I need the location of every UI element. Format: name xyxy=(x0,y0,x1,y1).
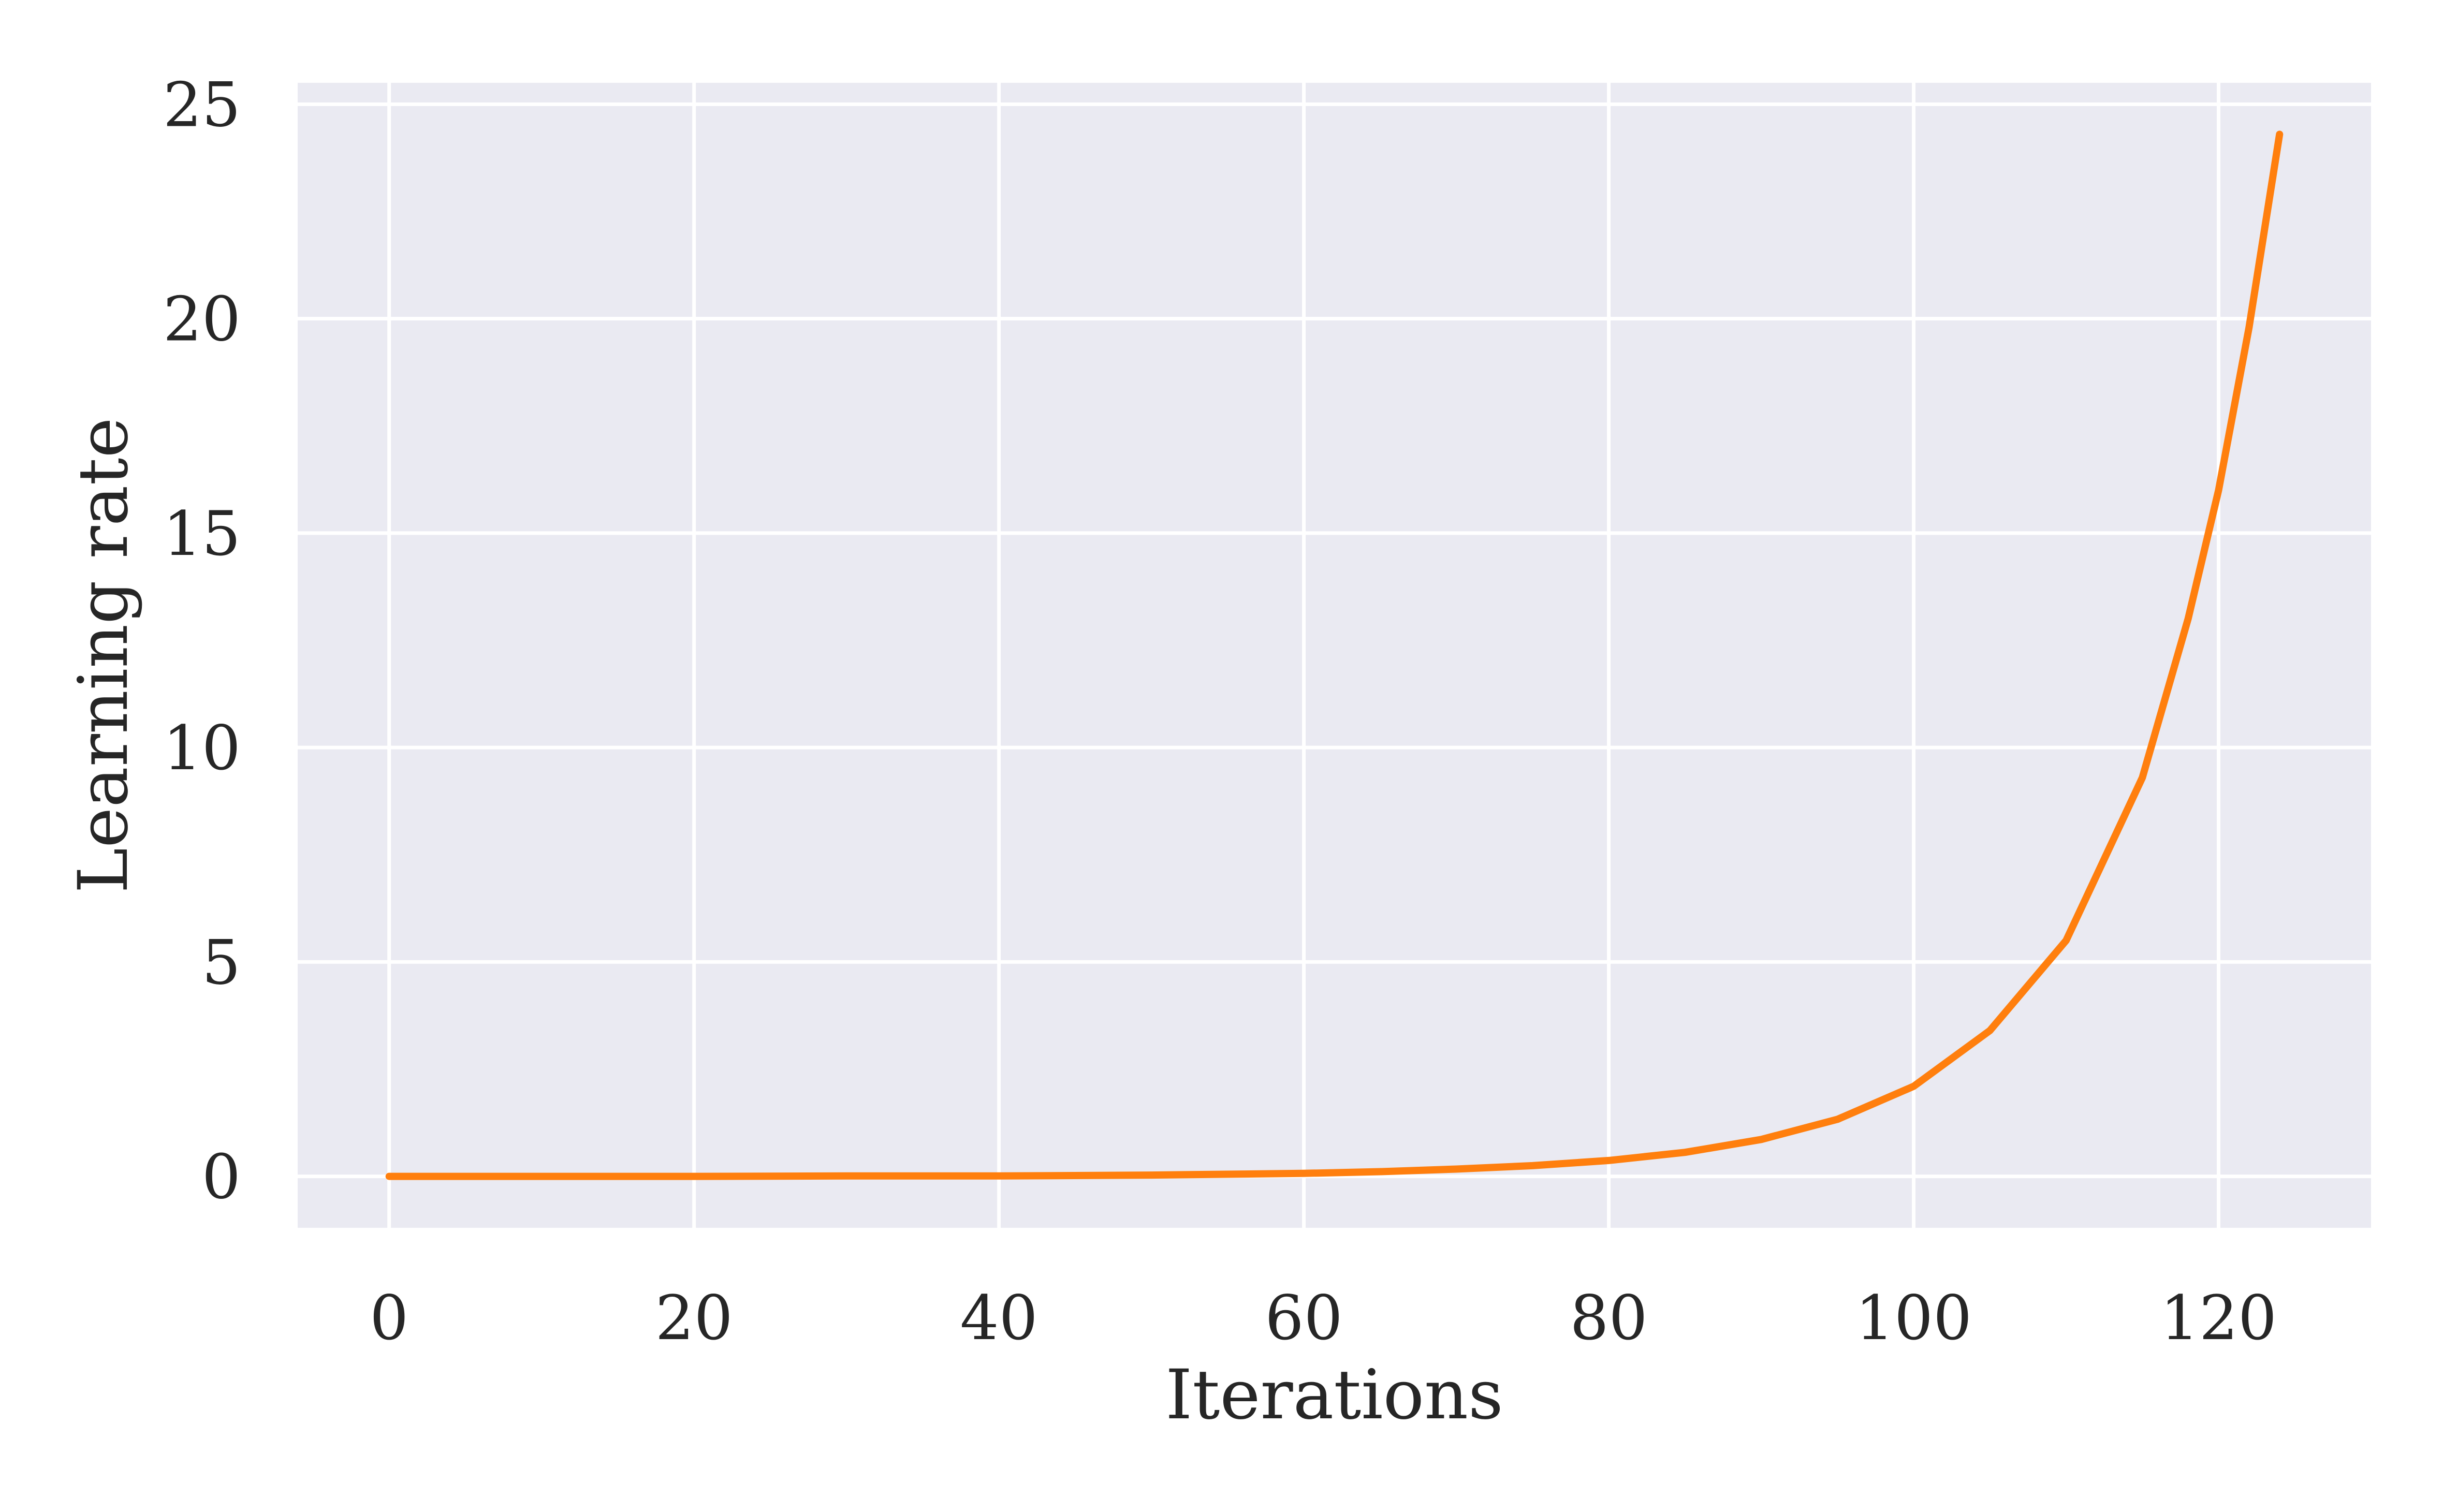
y-tick-labels: 0 5 10 15 20 25 xyxy=(163,69,241,1212)
x-tick-label-0: 0 xyxy=(370,1282,408,1354)
y-tick-label-5: 25 xyxy=(163,69,241,140)
x-tick-label-5: 100 xyxy=(1855,1282,1972,1354)
x-tick-label-1: 20 xyxy=(655,1282,733,1354)
x-tick-label-6: 120 xyxy=(2160,1282,2277,1354)
y-axis-label: Learning rate xyxy=(64,417,143,893)
y-tick-label-3: 15 xyxy=(163,498,241,569)
x-tick-labels: 0 20 40 60 80 100 120 xyxy=(370,1282,2277,1354)
y-tick-label-2: 10 xyxy=(163,712,241,784)
x-tick-label-2: 40 xyxy=(960,1282,1038,1354)
x-tick-label-4: 80 xyxy=(1570,1282,1647,1354)
y-tick-label-1: 5 xyxy=(202,927,241,998)
series-layer xyxy=(385,130,2284,1180)
y-tick-label-0: 0 xyxy=(202,1141,241,1213)
y-tick-label-4: 20 xyxy=(163,284,241,355)
series-line-0 xyxy=(385,130,2284,1180)
x-tick-label-3: 60 xyxy=(1265,1282,1343,1354)
plot-area xyxy=(298,83,2371,1228)
x-axis-label: Iterations xyxy=(1165,1355,1503,1435)
